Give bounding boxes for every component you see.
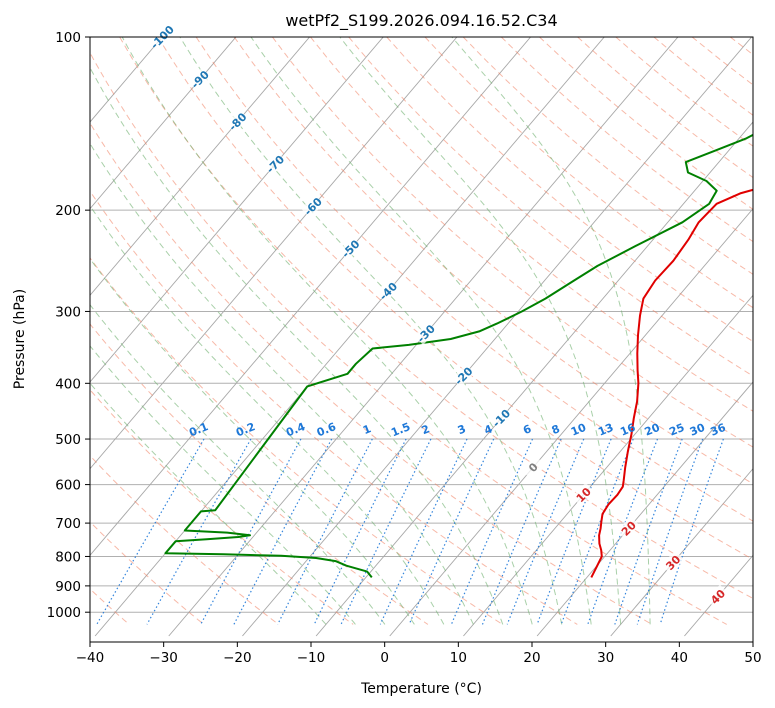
moist-adiabat [90, 204, 445, 625]
dry-adiabat [157, 37, 753, 560]
dry-adiabat [90, 257, 503, 625]
moist-adiabat [339, 37, 622, 625]
mixing-ratio-line [200, 438, 302, 625]
plot-frame [89, 36, 754, 643]
mixing-ratio-label: 8 [550, 422, 562, 437]
dry-adiabat [195, 37, 753, 522]
x-tick-label: 0 [380, 650, 389, 666]
moist-adiabat [90, 257, 415, 625]
mixing-ratio-line [379, 438, 468, 625]
mixing-ratio-line [560, 438, 634, 625]
mixing-ratio-label: 1 [361, 422, 373, 437]
mixing-ratio-line [146, 438, 252, 625]
dewpoint-line [164, 133, 753, 579]
mixing-ratio-label: 2 [420, 422, 432, 437]
chart-title: wetPf2_S199.2026.094.16.52.C34 [285, 11, 557, 31]
x-axis-title: Temperature (°C) [360, 681, 482, 697]
dry-adiabat [90, 521, 205, 625]
y-tick-label: 700 [55, 516, 81, 532]
mixing-ratio-line [408, 438, 495, 625]
moist-adiabat [90, 303, 386, 625]
y-tick-label: 100 [55, 30, 81, 46]
dry-adiabat [233, 37, 753, 485]
isotherm [90, 37, 237, 210]
isotherm [90, 37, 532, 557]
y-axis: 100 200 300 400 500 600 700 800 900 1000 [47, 30, 90, 621]
mixing-ratio-label: 10 [569, 421, 588, 439]
x-tick-label: 50 [744, 650, 761, 666]
isotherm [463, 294, 753, 637]
x-tick-label: 30 [597, 650, 614, 666]
y-tick-label: 600 [55, 478, 81, 494]
isotherm [242, 37, 753, 637]
isotherm [389, 207, 753, 637]
x-axis: −40 −30 −20 −10 0 10 20 30 40 50 [76, 642, 762, 666]
x-tick-label: 20 [523, 650, 540, 666]
y-tick-label: 300 [55, 304, 81, 320]
y-tick-label: 900 [55, 579, 81, 595]
profile-lines [164, 133, 753, 579]
dry-adiabat [272, 37, 753, 448]
dry-adiabat [119, 37, 753, 600]
dry-adiabat [90, 51, 727, 625]
isotherm [610, 467, 753, 637]
mixing-ratio-label: 13 [596, 421, 615, 439]
x-tick-label: −40 [76, 650, 105, 666]
mixing-ratio-line [96, 438, 205, 625]
isotherm [168, 37, 679, 637]
mixing-ratio-line [233, 438, 333, 625]
mixing-ratio-line [340, 438, 432, 625]
dry-adiabat [90, 454, 279, 625]
mixing-ratio-label: 20 [643, 421, 662, 439]
mixing-ratio-line [614, 438, 683, 625]
x-tick-label: 10 [450, 650, 467, 666]
moist-adiabat [179, 37, 563, 625]
mixing-ratio-label: 3 [456, 422, 468, 437]
moist-adiabat [451, 37, 651, 625]
x-tick-label: −30 [149, 650, 178, 666]
dry-adiabat [424, 37, 753, 309]
dry-adiabat [90, 389, 354, 625]
dry-adiabat [90, 323, 429, 625]
x-tick-label: 40 [671, 650, 688, 666]
moist-adiabat [250, 37, 592, 625]
isotherm-label: 0 [521, 455, 545, 479]
x-tick-label: −20 [223, 650, 252, 666]
mixing-ratio-line [481, 438, 562, 625]
moist-adiabat [90, 345, 356, 625]
isotherm [315, 121, 753, 637]
mixing-ratio-line [636, 438, 704, 625]
mixing-ratio-label: 25 [667, 421, 686, 439]
y-tick-label: 200 [55, 203, 81, 219]
mixing-ratio-label: 16 [618, 421, 637, 439]
moist-adiabat [90, 66, 504, 625]
isotherm [90, 37, 163, 123]
mixing-ratio-label: 36 [709, 421, 728, 439]
y-tick-label: 500 [55, 432, 81, 448]
mixing-ratio-line [587, 438, 659, 625]
moist-adiabat [90, 142, 474, 625]
mixing-ratio-label: 30 [688, 421, 707, 439]
mixing-ratio-line [659, 438, 724, 625]
mixing-ratio-line [506, 438, 585, 625]
y-axis-title: Pressure (hPa) [12, 289, 28, 389]
y-tick-label: 1000 [47, 605, 81, 621]
y-tick-label: 400 [55, 376, 81, 392]
isotherm [90, 37, 458, 470]
temperature-line [590, 188, 753, 578]
x-tick-label: −10 [297, 650, 326, 666]
y-tick-label: 800 [55, 549, 81, 565]
moist-adiabat [121, 37, 533, 625]
moist-adiabat [90, 382, 327, 625]
isotherm [90, 37, 384, 383]
isotherm [94, 37, 605, 637]
